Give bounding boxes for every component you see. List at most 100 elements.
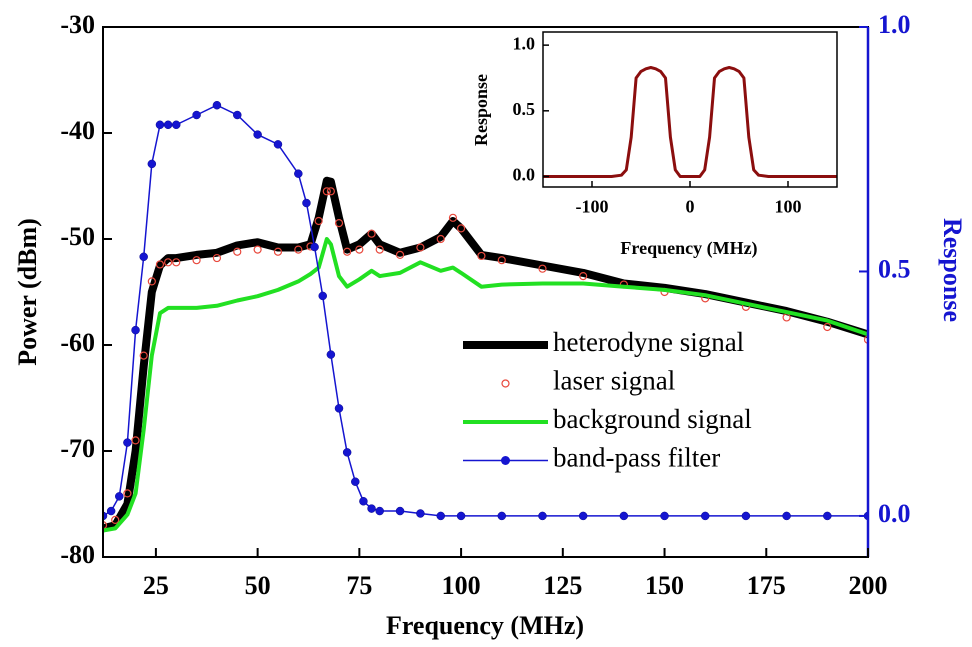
data-point bbox=[212, 253, 222, 263]
data-point bbox=[253, 130, 262, 139]
y2-tick-label: 0.5 bbox=[878, 254, 911, 283]
data-point bbox=[310, 242, 319, 252]
data-point bbox=[359, 497, 368, 506]
data-point bbox=[456, 224, 466, 233]
y2-axis-title: Response bbox=[938, 218, 967, 322]
x-tick-label: 200 bbox=[849, 571, 888, 600]
legend-label: background signal bbox=[553, 404, 752, 434]
data-point bbox=[334, 219, 344, 228]
data-point bbox=[477, 251, 486, 261]
data-point bbox=[334, 404, 344, 413]
inset-background bbox=[543, 32, 837, 187]
x-tick-label: 125 bbox=[543, 571, 582, 600]
data-point bbox=[164, 258, 173, 267]
plot-area bbox=[103, 100, 868, 533]
y-tick-label: -60 bbox=[60, 328, 95, 357]
data-point bbox=[700, 511, 710, 521]
data-point bbox=[233, 110, 242, 120]
data-point bbox=[456, 511, 466, 521]
data-point bbox=[436, 234, 445, 244]
legend-label: laser signal bbox=[553, 366, 675, 396]
data-point bbox=[155, 120, 165, 130]
data-point bbox=[326, 350, 336, 359]
data-point bbox=[139, 252, 148, 262]
data-point bbox=[302, 198, 311, 208]
y-tick-label: 1.0 bbox=[513, 33, 536, 53]
data-point bbox=[123, 438, 132, 447]
data-point bbox=[538, 264, 547, 273]
legend-label: band-pass filter bbox=[553, 443, 720, 473]
x-tick-label: 25 bbox=[143, 571, 169, 600]
data-point bbox=[111, 515, 120, 525]
data-point bbox=[619, 511, 629, 521]
data-point bbox=[294, 245, 303, 254]
legend-item: band-pass filter bbox=[463, 443, 720, 473]
x-tick-label: 100 bbox=[442, 571, 481, 600]
data-point bbox=[355, 245, 364, 254]
data-point bbox=[351, 477, 360, 486]
legend-item: laser signal bbox=[501, 366, 675, 396]
data-point bbox=[131, 325, 140, 335]
data-point bbox=[171, 120, 181, 130]
data-point bbox=[823, 511, 832, 521]
data-point bbox=[367, 504, 376, 513]
data-point bbox=[660, 511, 669, 521]
x-tick-label: 175 bbox=[747, 571, 786, 600]
data-point bbox=[147, 277, 156, 286]
x-tick-label: 150 bbox=[645, 571, 684, 600]
data-point bbox=[273, 247, 283, 256]
plot-area bbox=[543, 66, 837, 178]
data-point bbox=[375, 506, 384, 516]
legend-swatch bbox=[501, 379, 510, 388]
x-axis-title: Frequency (MHz) bbox=[620, 238, 757, 259]
data-point bbox=[192, 110, 201, 120]
data-point bbox=[497, 256, 506, 265]
data-point bbox=[863, 335, 868, 344]
data-point bbox=[578, 511, 588, 521]
data-point bbox=[192, 256, 201, 265]
legend-item: background signal bbox=[463, 404, 752, 434]
y2-tick-label: 1.0 bbox=[878, 10, 911, 39]
data-point bbox=[395, 506, 405, 516]
legend-item: heterodyne signal bbox=[463, 327, 744, 357]
y-axis-title: Power (dBm) bbox=[13, 218, 42, 366]
data-point bbox=[233, 247, 242, 256]
data-point bbox=[139, 351, 148, 360]
legend-swatch bbox=[501, 456, 510, 465]
data-point bbox=[273, 140, 283, 149]
x-axis-title: Frequency (MHz) bbox=[386, 611, 584, 640]
data-point bbox=[342, 448, 352, 457]
y-axis-title: Response bbox=[471, 74, 491, 146]
data-point bbox=[497, 511, 507, 521]
data-point bbox=[172, 258, 181, 267]
x-tick-label: 50 bbox=[245, 571, 271, 600]
data-point bbox=[375, 245, 384, 254]
y-tick-label: -80 bbox=[60, 540, 95, 569]
y-tick-label: -70 bbox=[60, 434, 95, 463]
legend-label: heterodyne signal bbox=[553, 327, 744, 357]
data-point bbox=[538, 511, 547, 521]
y2-tick-label: 0.0 bbox=[878, 499, 911, 528]
y-tick-label: 0.0 bbox=[513, 165, 536, 185]
data-point bbox=[326, 187, 335, 196]
data-point bbox=[212, 100, 222, 110]
data-point bbox=[782, 511, 791, 521]
data-point bbox=[318, 291, 327, 301]
x-tick-label: 0 bbox=[686, 197, 695, 217]
data-point bbox=[322, 187, 331, 196]
y-tick-label: 0.5 bbox=[513, 99, 536, 119]
series-line bbox=[543, 66, 837, 178]
data-point bbox=[448, 213, 458, 222]
y-tick-label: -30 bbox=[60, 10, 95, 39]
data-point bbox=[163, 120, 173, 130]
data-point bbox=[579, 272, 588, 281]
data-point bbox=[253, 245, 262, 254]
y-tick-label: -40 bbox=[60, 116, 95, 145]
data-point bbox=[741, 511, 751, 521]
data-point bbox=[314, 216, 323, 226]
data-point bbox=[823, 322, 832, 332]
series-line bbox=[103, 237, 868, 533]
data-point bbox=[123, 489, 132, 498]
data-point bbox=[106, 506, 116, 516]
